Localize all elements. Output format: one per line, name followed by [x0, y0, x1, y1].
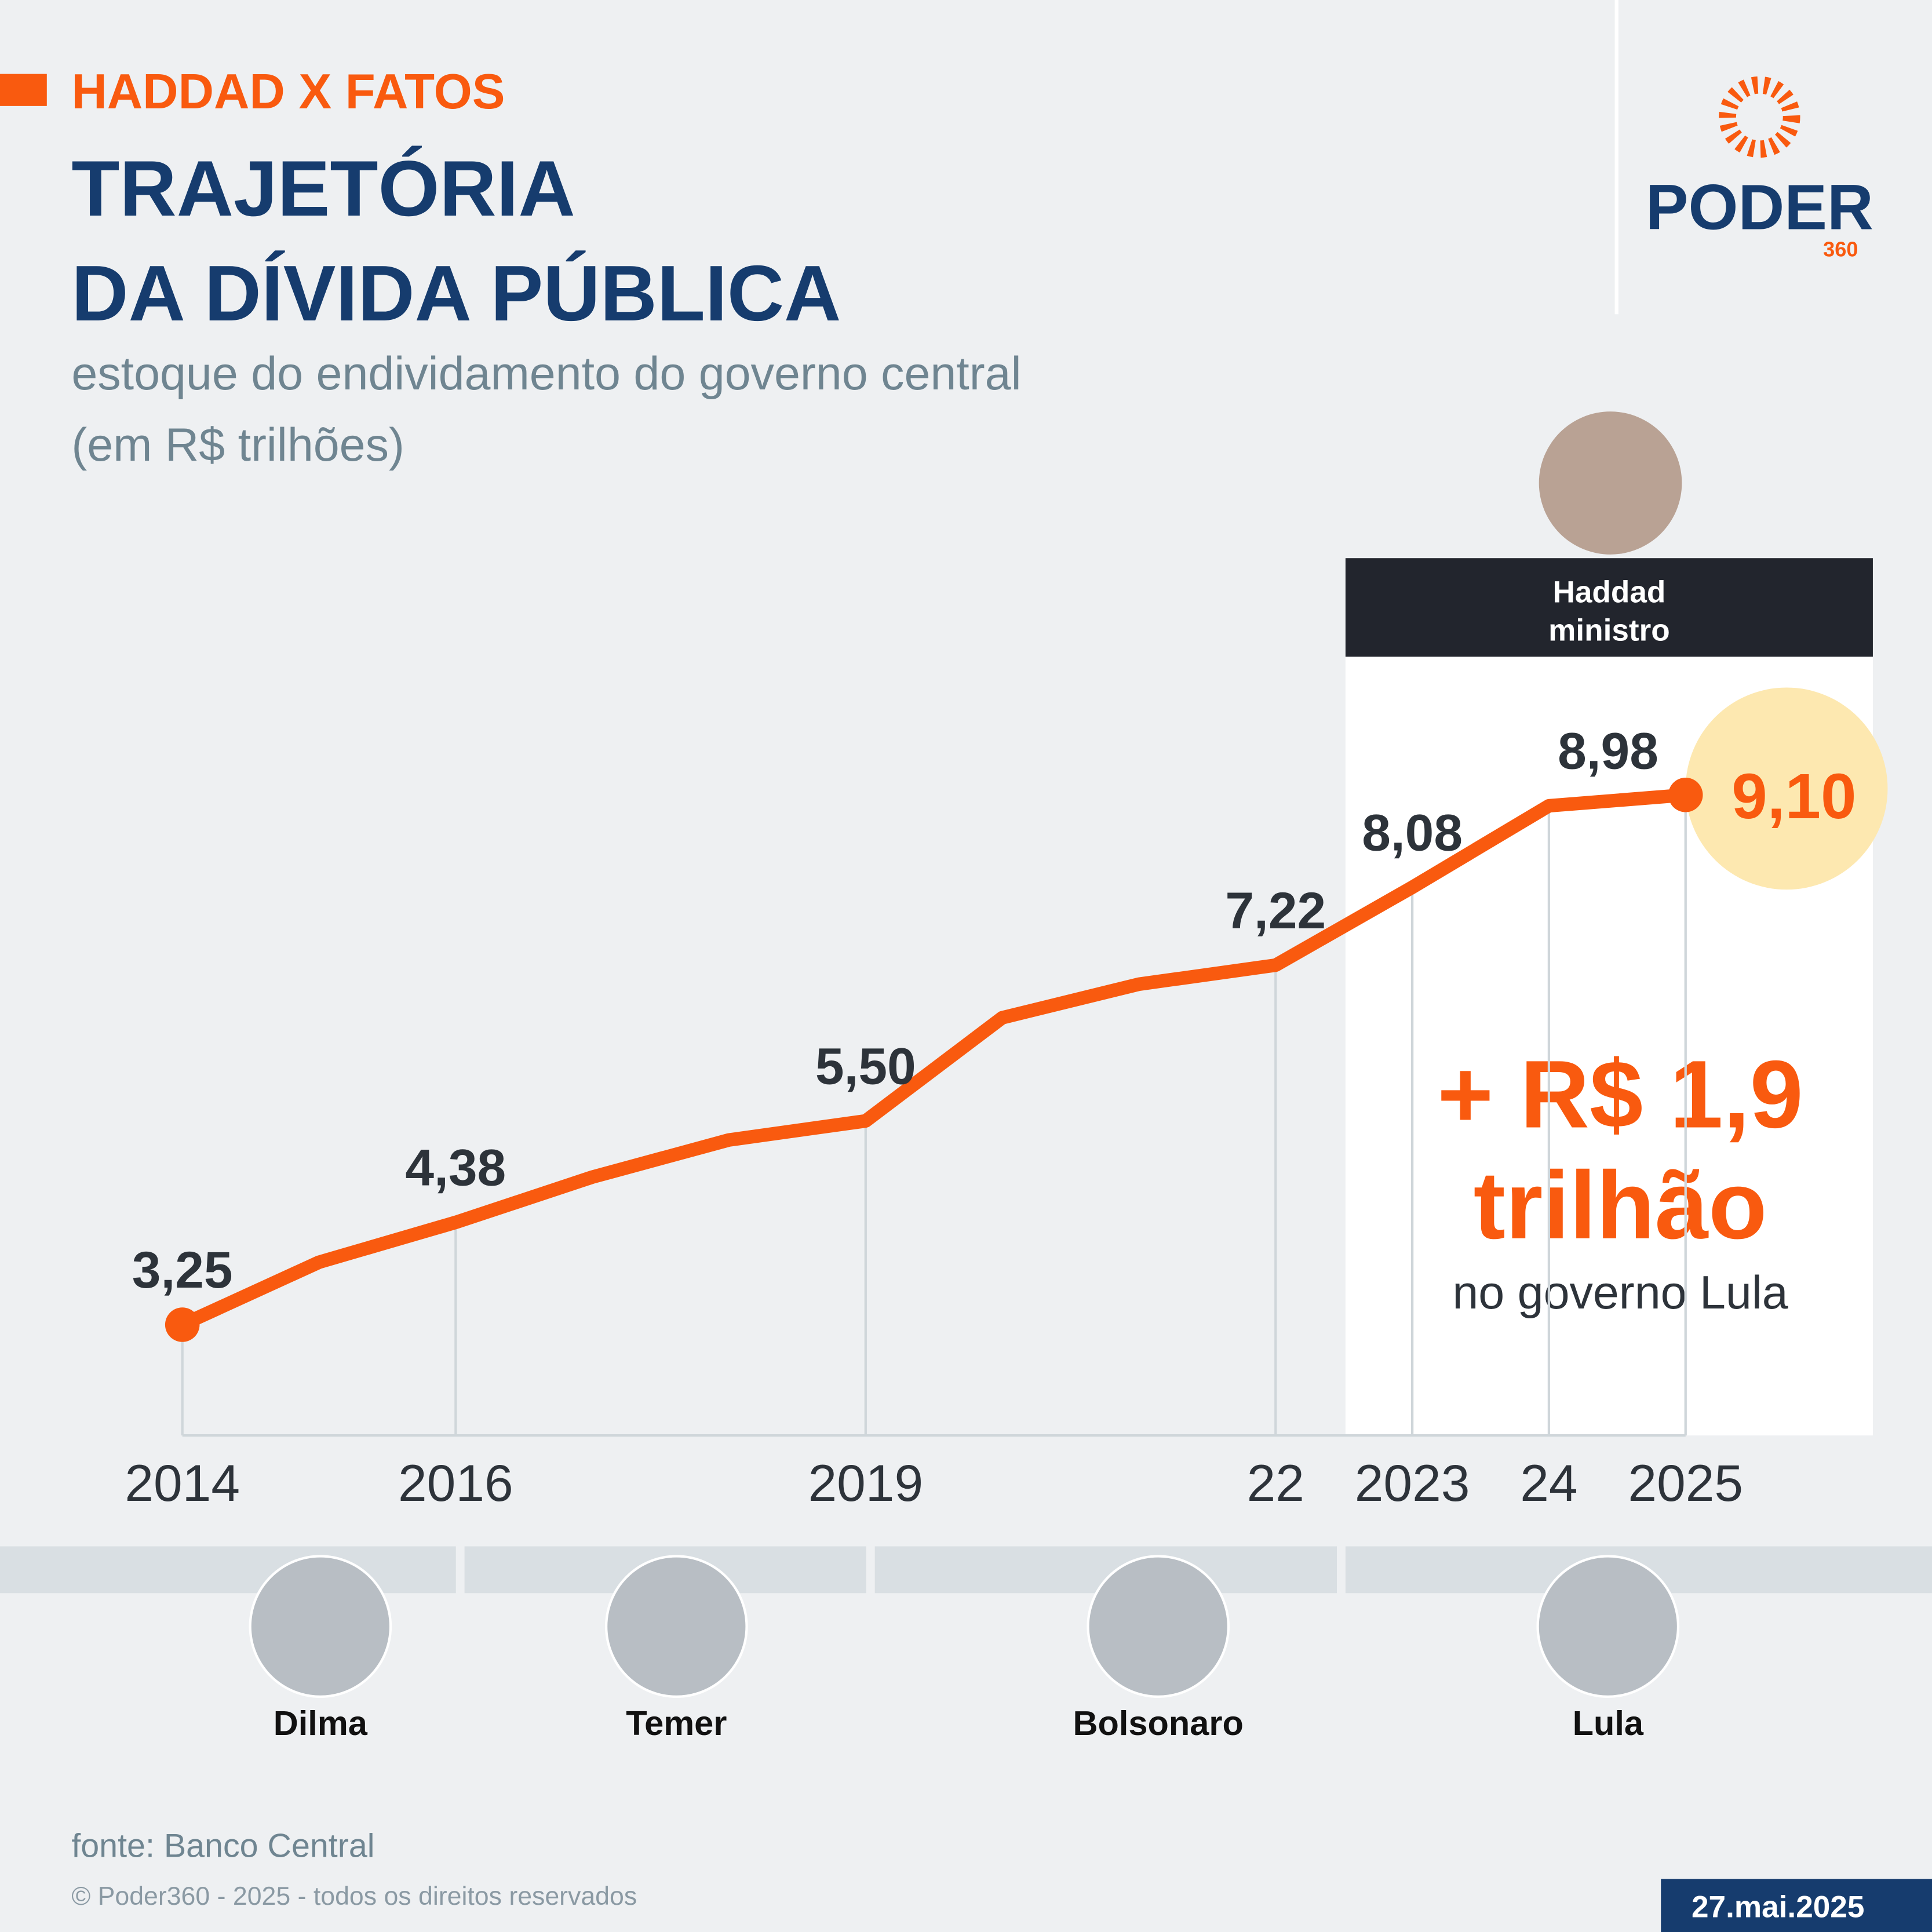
- president-name: Dilma: [274, 1704, 368, 1743]
- president-photo: [1536, 1555, 1680, 1698]
- source: fonte: Banco Central: [71, 1827, 374, 1864]
- highlight-label: ministro: [1548, 614, 1670, 648]
- data-line: [175, 788, 1693, 1332]
- annotation: + R$ 1,9: [1437, 1041, 1803, 1149]
- title: DA DÍVIDA PÚBLICA: [71, 249, 841, 337]
- value-label: 7,22: [1225, 881, 1326, 939]
- x-tick-label: 2014: [125, 1454, 240, 1512]
- x-tick-label: 2016: [398, 1454, 513, 1512]
- value-label: 3,25: [132, 1241, 233, 1299]
- logo-number: 360: [1823, 237, 1858, 261]
- value-label: 4,38: [405, 1139, 506, 1197]
- subtitle: (em R$ trilhões): [71, 419, 404, 471]
- presidents: Dilma Temer Bolsonaro Lula: [249, 1555, 1680, 1743]
- annotation: trilhão: [1474, 1152, 1767, 1259]
- highlight-circle: [1685, 687, 1888, 890]
- president-photo: [1087, 1555, 1230, 1698]
- president-photo: [605, 1555, 748, 1698]
- date: 27.mai.2025: [1692, 1890, 1864, 1924]
- data-point: [1668, 777, 1703, 812]
- highlight-header: [1345, 558, 1873, 657]
- x-tick-label: 2023: [1355, 1454, 1470, 1512]
- date-box: [1661, 1879, 1932, 1932]
- term-bar: [0, 1546, 456, 1594]
- logo: PODER 360: [1646, 76, 1873, 261]
- highlight-label: Haddad: [1552, 575, 1665, 610]
- tag-marker: [0, 74, 47, 106]
- copyright: © Poder360 - 2025 - todos os direitos re…: [71, 1882, 637, 1911]
- president-name: Lula: [1573, 1704, 1644, 1743]
- subtitle: estoque do endividamento do governo cent…: [71, 348, 1021, 400]
- president-name: Bolsonaro: [1073, 1704, 1244, 1743]
- x-tick-label: 2025: [1628, 1454, 1743, 1512]
- value-label: 8,98: [1558, 722, 1658, 780]
- title: TRAJETÓRIA: [71, 144, 575, 232]
- logo-sun: [1719, 76, 1800, 158]
- data-point: [165, 1307, 200, 1342]
- president-name: Temer: [626, 1704, 727, 1743]
- value-label: 8,08: [1362, 803, 1463, 861]
- annotation-note: no governo Lula: [1452, 1267, 1788, 1319]
- haddad-photo: [1539, 411, 1682, 555]
- x-tick-label: 24: [1520, 1454, 1577, 1512]
- x-tick-label: 22: [1247, 1454, 1304, 1512]
- president-photo: [249, 1555, 392, 1698]
- value-label: 5,50: [815, 1037, 916, 1095]
- x-tick-label: 2019: [808, 1454, 923, 1512]
- logo-core: [1744, 102, 1774, 132]
- value-label: 9,10: [1731, 761, 1856, 832]
- tag: HADDAD X FATOS: [71, 64, 505, 119]
- logo-name: PODER: [1646, 172, 1873, 243]
